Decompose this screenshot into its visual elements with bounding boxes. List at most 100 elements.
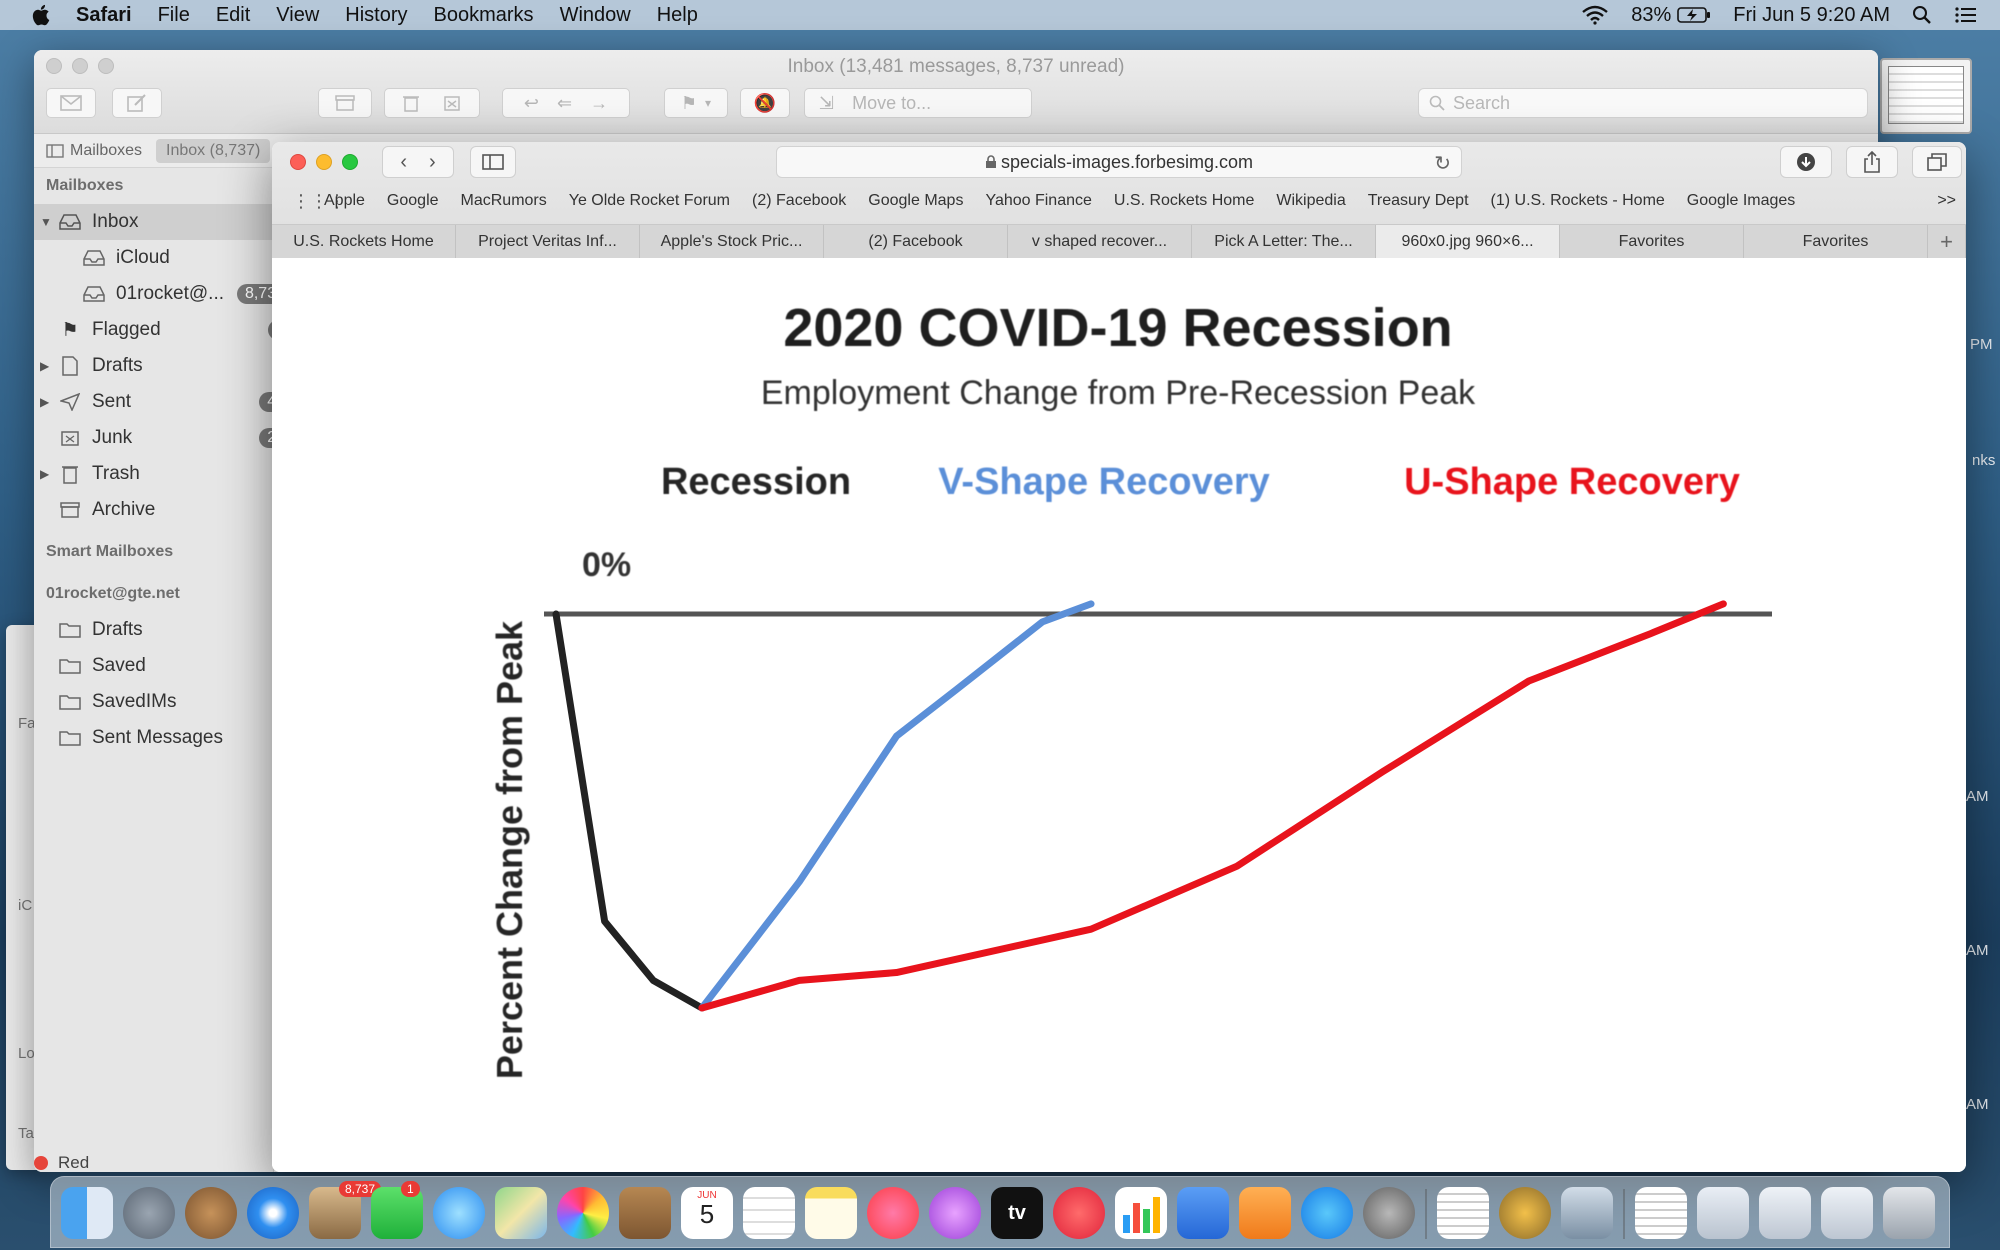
forward-icon[interactable]: → [590,92,609,113]
tab-pick-a-letter[interactable]: Pick A Letter: The... [1192,225,1376,259]
reply-icon[interactable]: ↩ [523,92,539,113]
forklift-icon[interactable] [1499,1187,1551,1239]
bookmark-wikipedia[interactable]: Wikipedia [1276,192,1346,209]
podcasts-icon[interactable] [929,1187,981,1239]
reminders-list-icon[interactable] [743,1187,795,1239]
menu-window[interactable]: Window [559,3,631,26]
tab-project-veritas[interactable]: Project Veritas Inf... [456,225,640,259]
battery-status[interactable]: 83% [1631,4,1711,27]
notification-center-icon[interactable] [1954,5,1978,25]
downloads-button[interactable] [1780,146,1832,178]
address-bar[interactable]: specials-images.forbesimg.com ↻ [776,146,1462,178]
trash-icon[interactable] [403,94,419,112]
close-button[interactable] [46,58,62,74]
sidebar-item-account-inbox[interactable]: 01rocket@... 8,737 [34,276,293,312]
reload-icon[interactable]: ↻ [1434,153,1451,175]
music-note-icon[interactable] [867,1187,919,1239]
teddy-bear-app-icon[interactable] [185,1187,237,1239]
mailboxes-toggle[interactable]: Mailboxes [46,142,142,160]
menu-file[interactable]: File [157,3,190,26]
finder-icon[interactable] [61,1187,113,1239]
sidebar-item-saved[interactable]: Saved [34,648,273,684]
textedit-document-icon[interactable] [1437,1187,1489,1239]
flag-button[interactable]: ⚑ ▾ [664,88,728,118]
compose-button[interactable] [112,88,162,118]
share-button[interactable] [1846,146,1898,178]
move-to-button[interactable]: ⇲ Move to... [804,88,1032,118]
close-button[interactable] [290,154,306,170]
archive-button[interactable] [318,88,372,118]
sidebar-tag-red[interactable]: Red [34,1153,89,1172]
menu-help[interactable]: Help [656,3,698,26]
maps-icon[interactable] [495,1187,547,1239]
reply-all-icon[interactable]: ⇐ [557,92,573,113]
bookmark-us-rockets[interactable]: U.S. Rockets Home [1113,192,1255,209]
notes-pad-icon[interactable] [805,1187,857,1239]
messages-bubble-icon[interactable] [433,1187,485,1239]
minimize-button[interactable] [72,58,88,74]
tab-apple-stock[interactable]: Apple's Stock Pric... [640,225,824,259]
bookmark-google-maps[interactable]: Google Maps [868,192,964,209]
menu-app-safari[interactable]: Safari [76,3,132,26]
tab-facebook[interactable]: (2) Facebook [824,225,1008,259]
clock[interactable]: Fri Jun 5 9:20 AM [1733,3,1890,26]
bookmark-rocket-forum[interactable]: Ye Olde Rocket Forum [568,192,731,209]
tab-us-rockets-home[interactable]: U.S. Rockets Home [272,225,456,259]
apple-logo-icon[interactable] [28,3,56,27]
bookmark-us-rockets-home[interactable]: (1) U.S. Rockets - Home [1490,192,1665,209]
sidebar-item-inbox[interactable]: ▼ Inbox [34,204,273,240]
trash-can-icon[interactable] [1883,1187,1935,1239]
sidebar-item-junk[interactable]: Junk 21 [34,420,293,456]
numbers-bar-chart-icon[interactable] [1115,1187,1167,1239]
keynote-podium-icon[interactable] [1177,1187,1229,1239]
disclosure-closed-icon[interactable]: ▶ [40,467,50,481]
sidebar-item-sent[interactable]: ▶ Sent 48 [34,384,293,420]
delete-junk-group[interactable] [384,88,480,118]
bookmark-treasury[interactable]: Treasury Dept [1367,192,1469,209]
background-window-thumbnail[interactable] [1880,58,1972,134]
bookmark-facebook[interactable]: (2) Facebook [752,192,847,209]
bookmarks-overflow-button[interactable]: >> [1937,192,1956,209]
document-stack-icon[interactable] [1635,1187,1687,1239]
safari-compass-icon[interactable] [247,1187,299,1239]
bookmark-macrumors[interactable]: MacRumors [460,192,547,209]
pages-pen-icon[interactable] [1239,1187,1291,1239]
tab-overview-button[interactable] [1912,146,1962,178]
favorite-inbox[interactable]: Inbox (8,737) [156,138,271,163]
mail-search-input[interactable]: Search [1418,88,1868,118]
menu-bookmarks[interactable]: Bookmarks [433,3,534,26]
bookmark-apple[interactable]: Apple [324,192,365,209]
sidebar-item-icloud[interactable]: iCloud [34,240,273,276]
sidebar-item-savedims[interactable]: SavedIMs [34,684,273,720]
sidebar-item-trash[interactable]: ▶ Trash [34,456,273,492]
zoom-button[interactable] [98,58,114,74]
apple-tv-icon[interactable]: tv [991,1187,1043,1239]
calendar-icon[interactable]: JUN 5 [681,1187,733,1239]
sidebar-item-sent-messages[interactable]: Sent Messages [34,720,273,756]
disclosure-open-icon[interactable]: ▼ [40,215,52,229]
minimized-window-icon[interactable] [1697,1187,1749,1239]
menu-view[interactable]: View [276,3,320,26]
zoom-button[interactable] [342,154,358,170]
sidebar-item-account-drafts[interactable]: Drafts [34,612,273,648]
disclosure-closed-icon[interactable]: ▶ [40,359,50,373]
disclosure-closed-icon[interactable]: ▶ [40,395,50,409]
back-forward-group[interactable]: ‹ › [382,146,454,178]
mute-button[interactable]: 🔕 [740,88,790,118]
tab-image-active[interactable]: 960x0.jpg 960×6... [1376,225,1560,259]
sidebar-item-drafts[interactable]: ▶ Drafts [34,348,273,384]
new-tab-button[interactable]: + [1928,225,1966,259]
tab-v-shaped[interactable]: v shaped recover... [1008,225,1192,259]
news-icon[interactable] [1053,1187,1105,1239]
system-preferences-gear-icon[interactable] [1363,1187,1415,1239]
tab-favorites-2[interactable]: Favorites [1744,225,1928,259]
reply-forward-group[interactable]: ↩ ⇐ → [502,88,630,118]
menu-edit[interactable]: Edit [215,3,251,26]
spotlight-search-icon[interactable] [1912,5,1932,25]
safari-window[interactable]: ‹ › specials-images.forbesimg.com ↻ ⋮⋮⋮ … [272,142,1966,1172]
sidebar-item-archive[interactable]: Archive [34,492,273,528]
minimize-button[interactable] [316,154,332,170]
menu-history[interactable]: History [345,3,408,26]
get-mail-button[interactable] [46,88,96,118]
sidebar-item-flagged[interactable]: ⚑ Flagged 1 [34,312,293,348]
